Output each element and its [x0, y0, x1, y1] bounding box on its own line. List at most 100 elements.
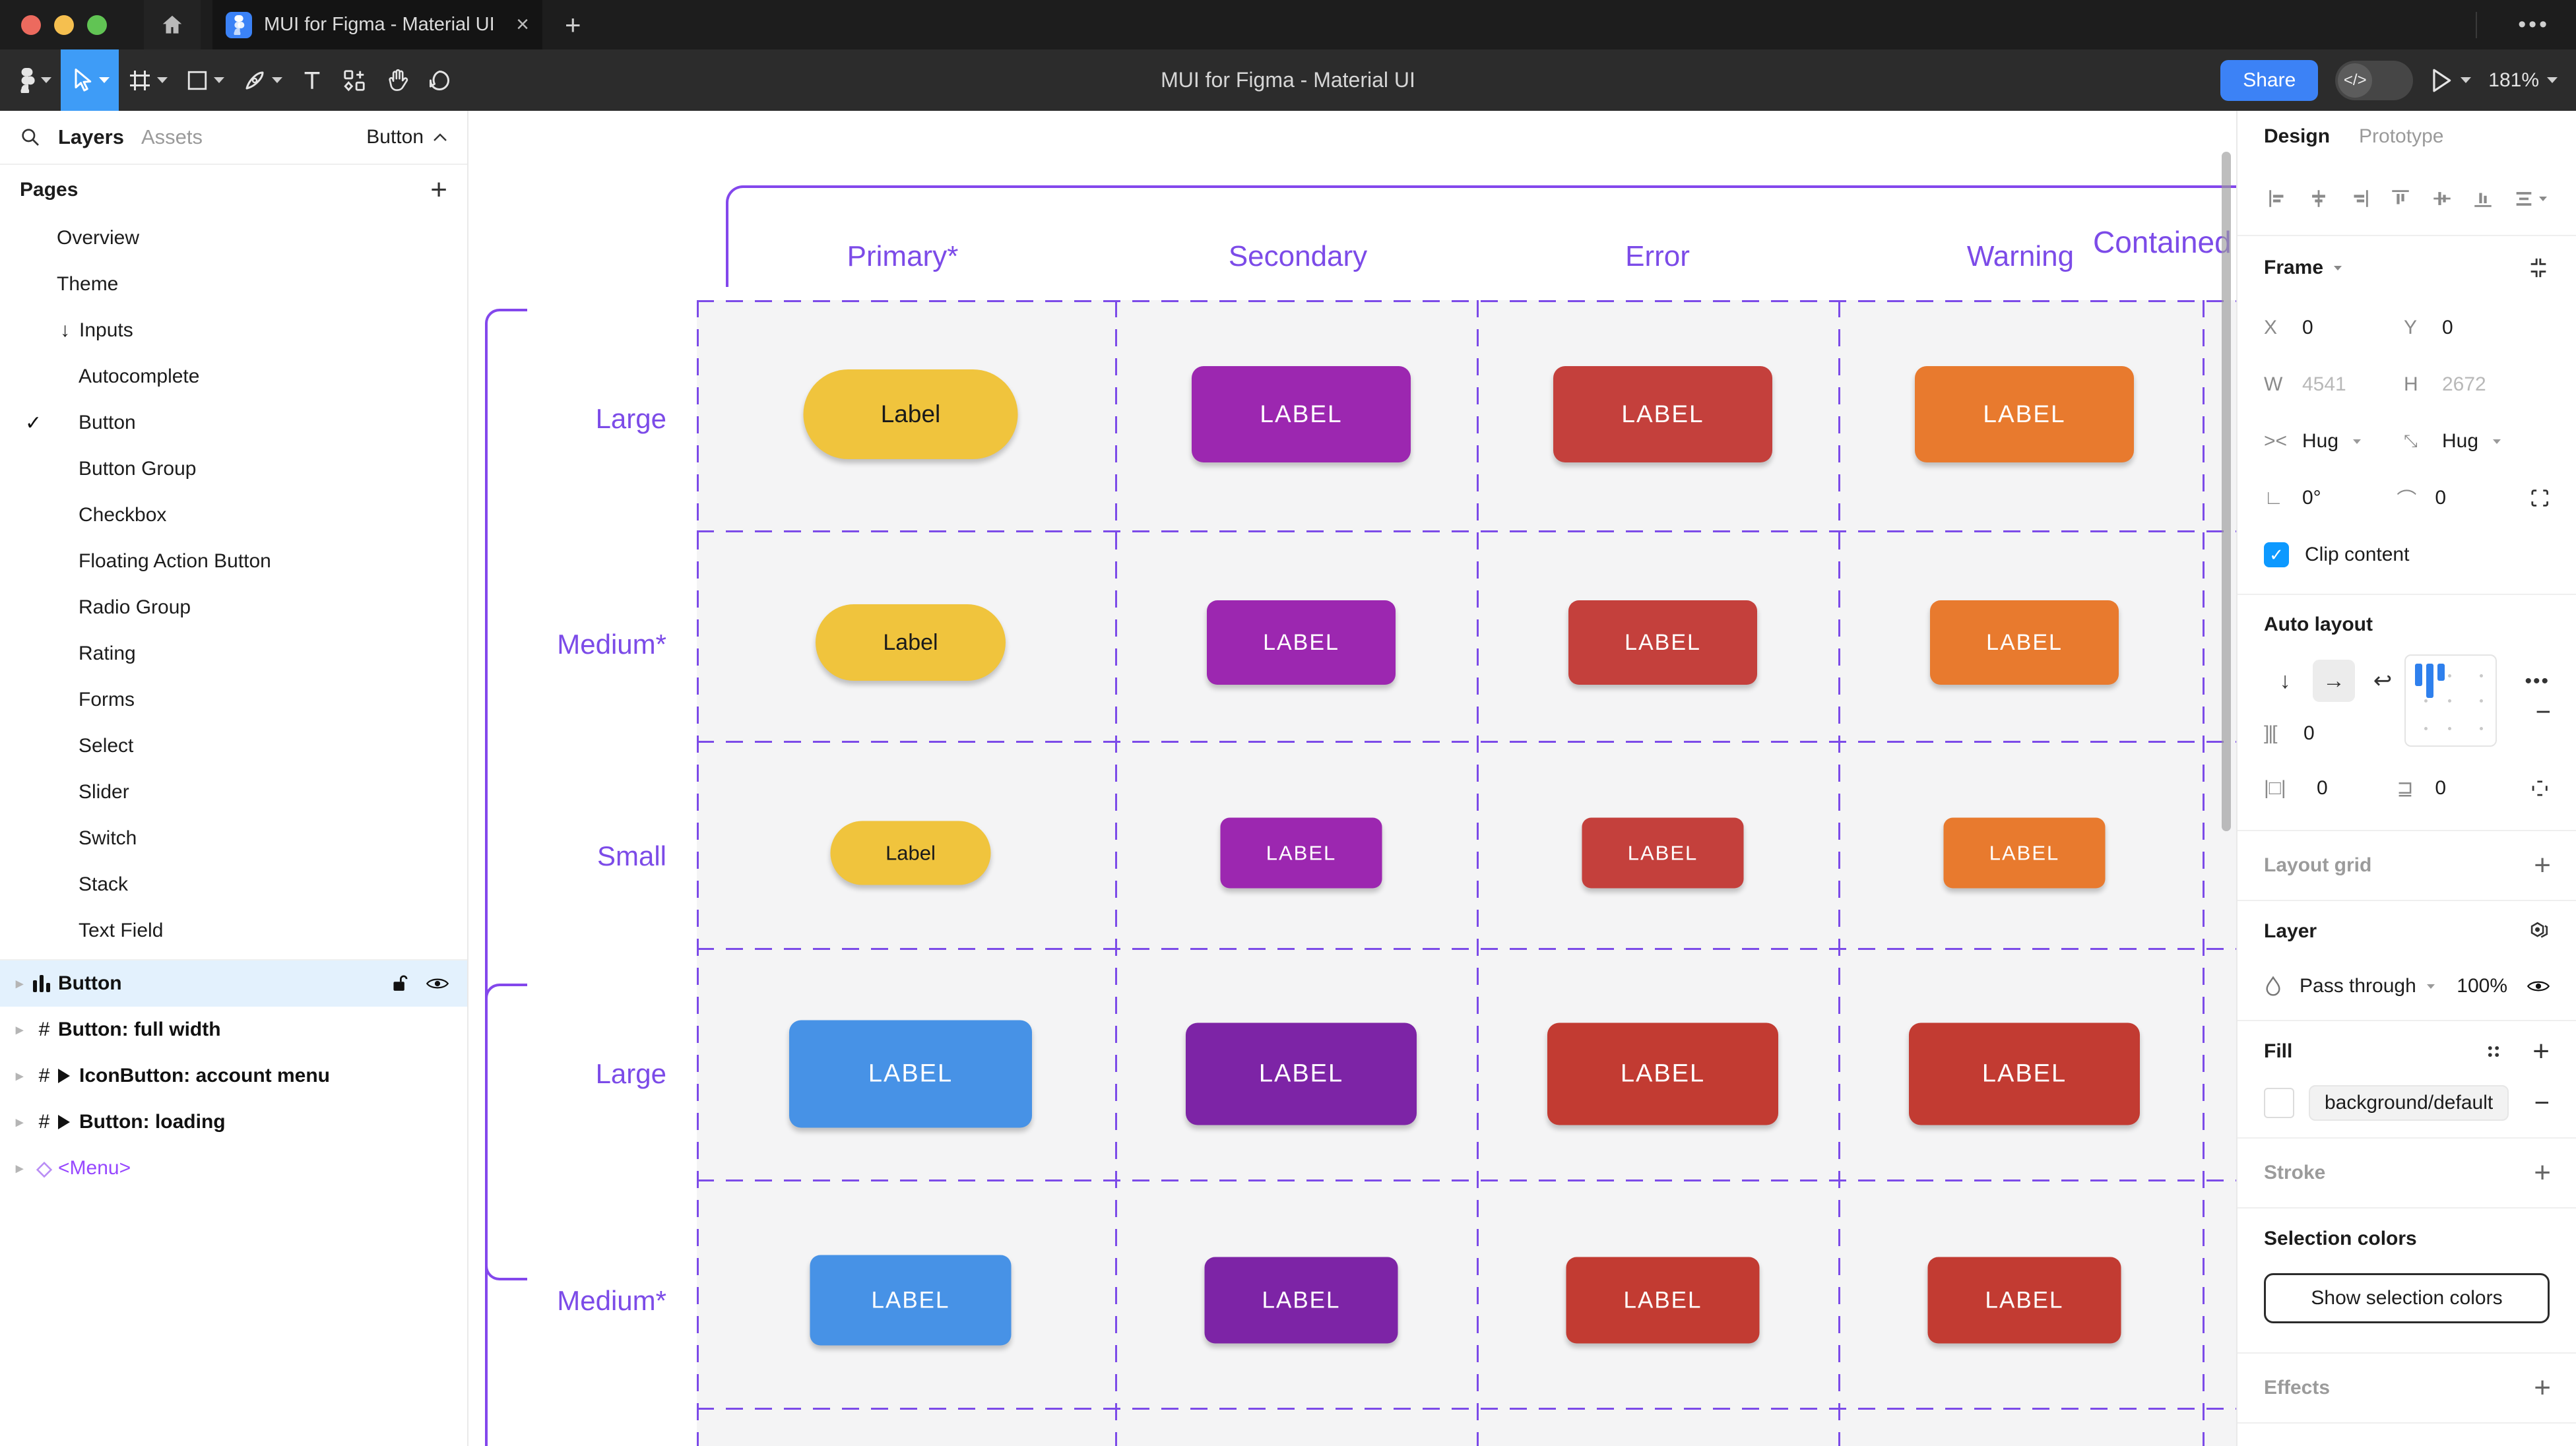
page-item-forms[interactable]: Forms [0, 677, 467, 723]
shape-tool-button[interactable] [177, 49, 234, 111]
file-tab[interactable]: MUI for Figma - Material UI × [212, 0, 542, 49]
lock-icon[interactable] [391, 974, 409, 993]
page-item-fab[interactable]: Floating Action Button [0, 538, 467, 584]
expand-chevron-icon[interactable]: ▸ [16, 1067, 24, 1084]
button-primary-medium[interactable]: Label [816, 604, 1006, 681]
page-item-overview[interactable]: Overview [0, 215, 467, 261]
tab-assets[interactable]: Assets [141, 125, 203, 148]
auto-layout-alignment-widget[interactable] [2404, 654, 2497, 747]
share-button[interactable]: Share [2220, 59, 2319, 101]
distribute-menu[interactable] [2513, 187, 2547, 210]
add-export-button[interactable]: + [2534, 1441, 2551, 1446]
page-item-checkbox[interactable]: Checkbox [0, 492, 467, 538]
align-vertical-center-icon[interactable] [2431, 187, 2453, 210]
page-item-rating[interactable]: Rating [0, 631, 467, 677]
button-warning-large-default[interactable]: LABEL [1909, 1022, 2140, 1125]
gap-row[interactable]: ]|[ 0 [2264, 707, 2404, 760]
page-item-button-group[interactable]: Button Group [0, 446, 467, 492]
corner-radius-field[interactable]: ⌒ 0 [2397, 484, 2529, 513]
tab-layers[interactable]: Layers [58, 125, 124, 148]
layer-row-button-loading[interactable]: ▸ # Button: loading [0, 1099, 467, 1145]
clip-content-checkbox[interactable]: ✓ [2264, 542, 2289, 567]
chevron-down-icon[interactable] [214, 77, 224, 83]
fill-color-swatch[interactable] [2264, 1088, 2294, 1118]
page-item-text-field[interactable]: Text Field [0, 908, 467, 954]
add-page-button[interactable]: + [430, 173, 447, 206]
vertical-padding-field[interactable]: ⊒ 0 [2397, 777, 2529, 800]
align-left-icon[interactable] [2267, 187, 2289, 210]
add-stroke-button[interactable]: + [2534, 1156, 2551, 1189]
page-item-autocomplete[interactable]: Autocomplete [0, 354, 467, 400]
vertical-sizing-dropdown[interactable]: ⤡ Hug [2404, 430, 2544, 453]
blend-mode-dropdown[interactable]: Pass through [2300, 975, 2416, 997]
expand-chevron-icon[interactable]: ▸ [16, 1160, 24, 1176]
rotation-field[interactable]: ∟ 0° [2264, 487, 2397, 509]
page-item-stack[interactable]: Stack [0, 862, 467, 908]
layer-row-button[interactable]: ▸ Button [0, 960, 467, 1007]
tab-prototype[interactable]: Prototype [2359, 125, 2444, 147]
direction-vertical-button[interactable]: ↓ [2279, 668, 2291, 693]
expand-chevron-icon[interactable]: ▸ [16, 975, 24, 991]
button-warning-medium-default[interactable]: LABEL [1927, 1257, 2121, 1344]
text-tool-button[interactable] [292, 49, 333, 111]
blend-mode-icon[interactable] [2264, 976, 2282, 997]
layer-row-menu-instance[interactable]: ▸ ◇ <Menu> [0, 1145, 467, 1191]
actions-tool-button[interactable] [333, 49, 376, 111]
chevron-down-icon[interactable] [157, 77, 168, 83]
canvas-scrollbar[interactable] [2222, 152, 2231, 831]
button-secondary-large[interactable]: LABEL [1192, 366, 1411, 462]
auto-layout-more-icon[interactable]: ••• [2525, 670, 2550, 692]
button-secondary-small[interactable]: LABEL [1220, 817, 1382, 889]
expand-chevron-icon[interactable]: ▸ [16, 1114, 24, 1130]
button-secondary-medium[interactable]: LABEL [1207, 600, 1396, 685]
button-secondary-medium-default[interactable]: LABEL [1204, 1257, 1398, 1344]
page-item-switch[interactable]: Switch [0, 815, 467, 862]
height-field[interactable]: H 2672 [2404, 373, 2544, 396]
horizontal-sizing-dropdown[interactable]: >< Hug [2264, 430, 2404, 453]
eye-icon[interactable] [2527, 978, 2550, 994]
button-primary-medium-default[interactable]: LABEL [810, 1255, 1012, 1346]
page-item-select[interactable]: Select [0, 723, 467, 769]
button-error-medium[interactable]: LABEL [1568, 600, 1757, 685]
close-window-button[interactable] [21, 15, 41, 35]
layer-row-button-full-width[interactable]: ▸ # Button: full width [0, 1007, 467, 1053]
width-field[interactable]: W 4541 [2264, 373, 2404, 396]
button-primary-large[interactable]: Label [803, 369, 1018, 459]
clip-content-row[interactable]: ✓ Clip content [2264, 526, 2550, 583]
page-item-radio-group[interactable]: Radio Group [0, 584, 467, 631]
button-error-large[interactable]: LABEL [1553, 366, 1772, 462]
button-error-large-default[interactable]: LABEL [1547, 1022, 1778, 1125]
align-right-icon[interactable] [2348, 187, 2371, 210]
styles-icon[interactable] [2485, 1043, 2502, 1060]
fill-token-chip[interactable]: background/default [2309, 1085, 2509, 1121]
new-tab-button[interactable]: + [565, 9, 581, 40]
comment-tool-button[interactable] [418, 49, 461, 111]
button-error-medium-default[interactable]: LABEL [1566, 1257, 1760, 1344]
remove-fill-button[interactable]: − [2534, 1088, 2550, 1117]
present-button[interactable] [2430, 68, 2472, 93]
page-item-slider[interactable]: Slider [0, 769, 467, 815]
button-warning-medium[interactable]: LABEL [1930, 600, 2119, 685]
direction-wrap-button[interactable]: ↩ [2373, 668, 2393, 693]
expand-chevron-icon[interactable]: ▸ [16, 1021, 24, 1038]
zoom-menu[interactable]: 181% [2488, 69, 2558, 92]
page-indicator[interactable]: Button [366, 126, 447, 148]
page-item-inputs[interactable]: ↓ Inputs [0, 307, 467, 354]
independent-corners-icon[interactable] [2530, 487, 2550, 509]
show-selection-colors-button[interactable]: Show selection colors [2264, 1273, 2550, 1323]
search-icon[interactable] [20, 127, 41, 148]
main-menu-button[interactable] [9, 49, 61, 111]
window-overflow-menu[interactable]: ••• [2518, 12, 2550, 37]
chevron-down-icon[interactable] [272, 77, 282, 83]
move-tool-button[interactable] [61, 49, 119, 111]
tab-close-icon[interactable]: × [516, 12, 529, 37]
add-effect-button[interactable]: + [2534, 1371, 2551, 1404]
page-item-button[interactable]: ✓ Button [0, 400, 467, 446]
button-primary-large-default[interactable]: LABEL [789, 1020, 1032, 1128]
remove-auto-layout-button[interactable]: − [2535, 697, 2551, 727]
direction-horizontal-button[interactable]: → [2313, 660, 2355, 702]
button-warning-small[interactable]: LABEL [1943, 817, 2106, 889]
design-canvas[interactable]: Contained Primary* Secondary Error Warni… [468, 111, 2236, 1446]
